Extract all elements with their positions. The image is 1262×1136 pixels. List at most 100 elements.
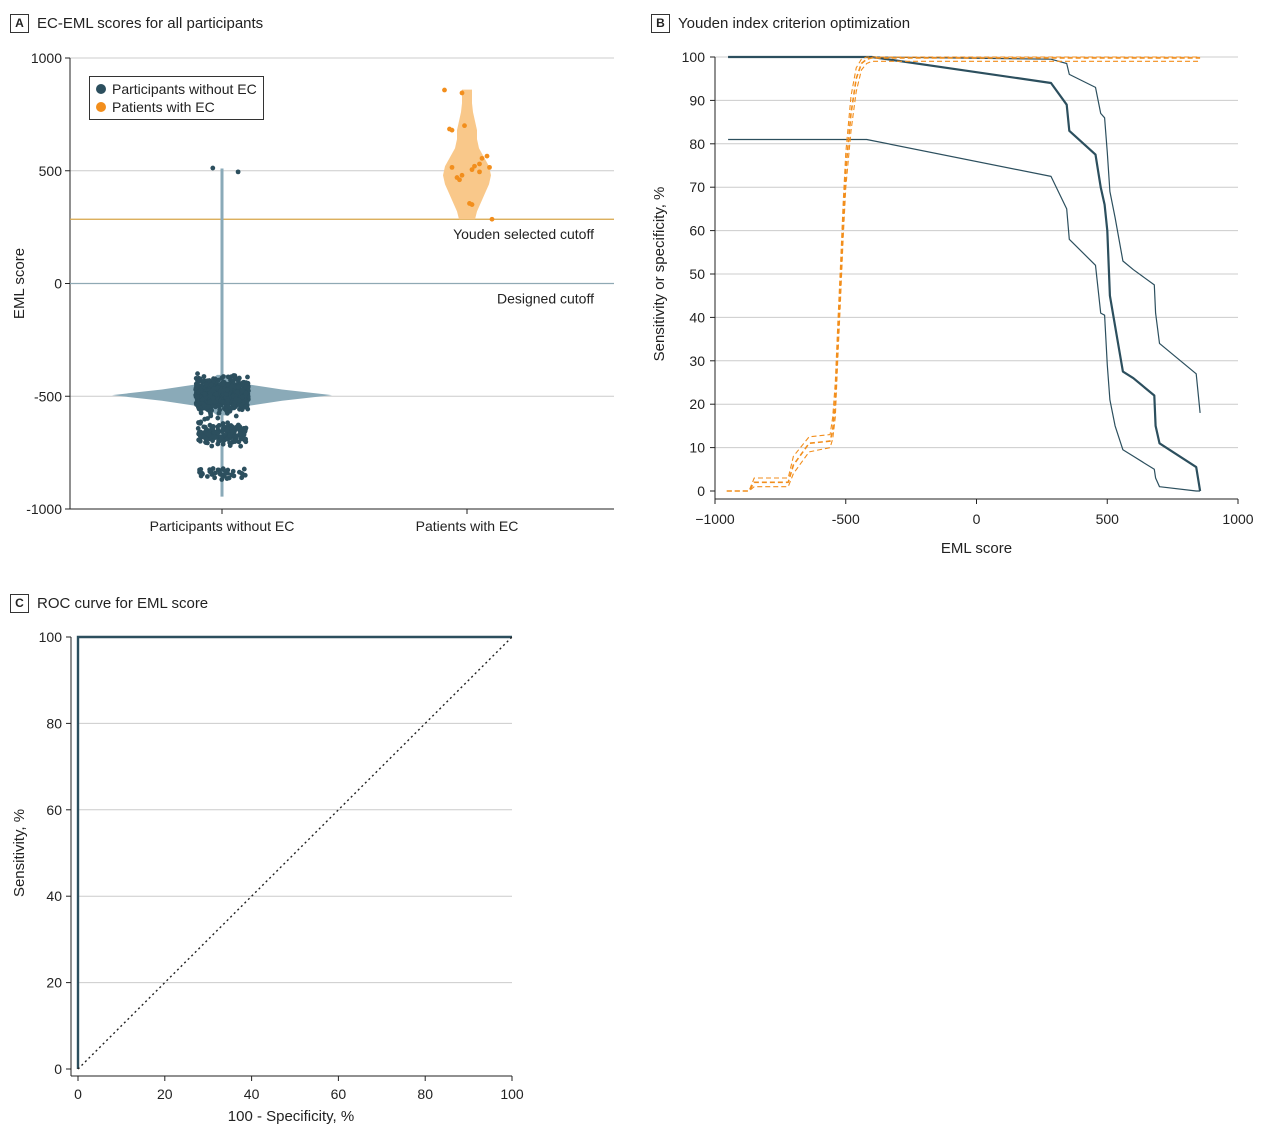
y-tick-label: 80: [46, 715, 62, 731]
data-point-without-ec: [218, 435, 224, 440]
data-point-without-ec: [219, 375, 225, 381]
legend-label-without-ec: Participants without EC: [112, 81, 257, 97]
legend-dot-dark: [96, 84, 106, 94]
data-point-without-ec: [202, 416, 208, 422]
data-point-without-ec: [196, 404, 201, 410]
y-tick-label: 40: [46, 888, 62, 904]
data-point-with-ec: [477, 161, 482, 167]
panel-b: B Youden index criterion optimization 0 1…: [640, 0, 1262, 570]
data-point-without-ec: [219, 399, 225, 405]
data-point-without-ec: [215, 385, 220, 390]
data-point-without-ec: [240, 394, 245, 400]
data-point-with-ec: [449, 127, 455, 133]
data-point-without-ec: [242, 427, 248, 432]
legend-label-with-ec: Patients with EC: [112, 99, 215, 115]
x-tick-label: -500: [832, 511, 860, 527]
data-point-without-ec: [212, 430, 218, 435]
x-tick-label: 0: [74, 1086, 82, 1102]
data-point-without-ec: [239, 402, 244, 408]
x-tick-label: Participants without EC: [150, 518, 295, 534]
chart-a-legend: Participants without EC Patients with EC: [89, 76, 264, 120]
x-tick-label: 0: [973, 511, 981, 527]
data-point-without-ec: [233, 438, 239, 444]
data-point-without-ec: [201, 374, 207, 379]
data-point-with-ec: [487, 164, 492, 170]
data-point-with-ec: [459, 90, 465, 96]
panel-c: C ROC curve for EML score 0 20 40 60 80 100 0 2…: [0, 585, 560, 1136]
data-point-without-ec: [201, 434, 207, 440]
data-point-without-ec: [225, 387, 230, 393]
data-point-without-ec: [241, 466, 247, 472]
x-tick-label: −1000: [695, 511, 735, 527]
data-point-without-ec: [243, 390, 249, 396]
x-tick-label: 1000: [1222, 511, 1253, 527]
data-point-without-ec: [195, 426, 201, 431]
series-line-roc: [76, 635, 512, 1069]
data-point-with-ec: [477, 169, 482, 175]
data-point-without-ec: [233, 413, 239, 419]
data-point-without-ec: [209, 443, 215, 449]
y-tick-label: 0: [54, 1061, 62, 1077]
data-point-without-ec: [240, 387, 245, 393]
y-tick-label: -1000: [26, 501, 62, 517]
y-tick-label: 100: [39, 629, 63, 645]
series-line-orange-lower: [726, 60, 1201, 492]
data-point-with-ec: [469, 202, 475, 207]
data-point-without-ec: [227, 432, 233, 438]
data-point-with-ec: [469, 167, 475, 173]
data-point-without-ec: [205, 404, 211, 410]
data-point-without-ec: [243, 403, 249, 409]
data-point-without-ec: [233, 396, 239, 402]
data-point-without-ec: [200, 379, 205, 385]
data-point-without-ec: [221, 467, 226, 473]
y-axis-label: Sensitivity or specificity, %: [651, 187, 668, 362]
panel-c-title: C ROC curve for EML score: [10, 594, 208, 613]
y-axis-label: EML score: [11, 248, 28, 319]
data-point-without-ec: [208, 413, 214, 419]
data-point-with-ec: [489, 216, 495, 222]
y-tick-label: 60: [46, 802, 62, 818]
data-point-without-ec: [235, 169, 241, 175]
data-point-without-ec: [207, 393, 213, 399]
y-tick-label: 70: [689, 179, 705, 195]
data-point-with-ec: [449, 164, 455, 170]
data-point-without-ec: [226, 475, 232, 481]
data-point-without-ec: [220, 381, 226, 387]
data-point-with-ec: [442, 87, 447, 93]
data-point-without-ec: [239, 382, 245, 388]
data-point-without-ec: [196, 389, 202, 395]
legend-item-with-ec: Patients with EC: [96, 98, 257, 116]
data-point-without-ec: [236, 375, 242, 381]
y-tick-label: 100: [682, 49, 706, 65]
data-point-without-ec: [203, 426, 209, 432]
y-tick-label: 20: [46, 975, 62, 991]
data-point-without-ec: [195, 371, 200, 377]
y-tick-label: 40: [689, 309, 705, 325]
panel-b-letter: B: [651, 14, 670, 33]
data-point-without-ec: [225, 374, 231, 380]
data-point-without-ec: [207, 409, 213, 415]
y-tick-label: 10: [689, 440, 705, 456]
data-point-without-ec: [227, 443, 233, 449]
data-point-without-ec: [210, 426, 216, 432]
data-point-without-ec: [206, 378, 212, 383]
data-point-without-ec: [223, 470, 229, 476]
data-point-without-ec: [243, 436, 249, 442]
panel-a-title: A EC-EML scores for all participants: [10, 14, 263, 33]
data-point-without-ec: [198, 410, 204, 416]
data-point-with-ec: [472, 163, 477, 169]
x-tick-label: 20: [157, 1086, 173, 1102]
y-axis-label: Sensitivity, %: [11, 809, 28, 897]
y-tick-label: 80: [689, 136, 705, 152]
chart-b-svg: 0 10 20 30 40 50 60 70 80 90 100 −1000 -500 0 500 1000 E…: [651, 49, 1254, 557]
data-point-without-ec: [210, 165, 216, 171]
data-point-without-ec: [228, 423, 234, 428]
data-point-without-ec: [229, 383, 235, 389]
data-point-without-ec: [236, 427, 242, 432]
data-point-without-ec: [220, 441, 226, 447]
data-point-without-ec: [206, 432, 212, 438]
data-point-without-ec: [202, 391, 208, 397]
data-point-without-ec: [196, 383, 201, 389]
series-line-dark-upper: [728, 56, 1201, 413]
legend-item-without-ec: Participants without EC: [96, 80, 257, 98]
